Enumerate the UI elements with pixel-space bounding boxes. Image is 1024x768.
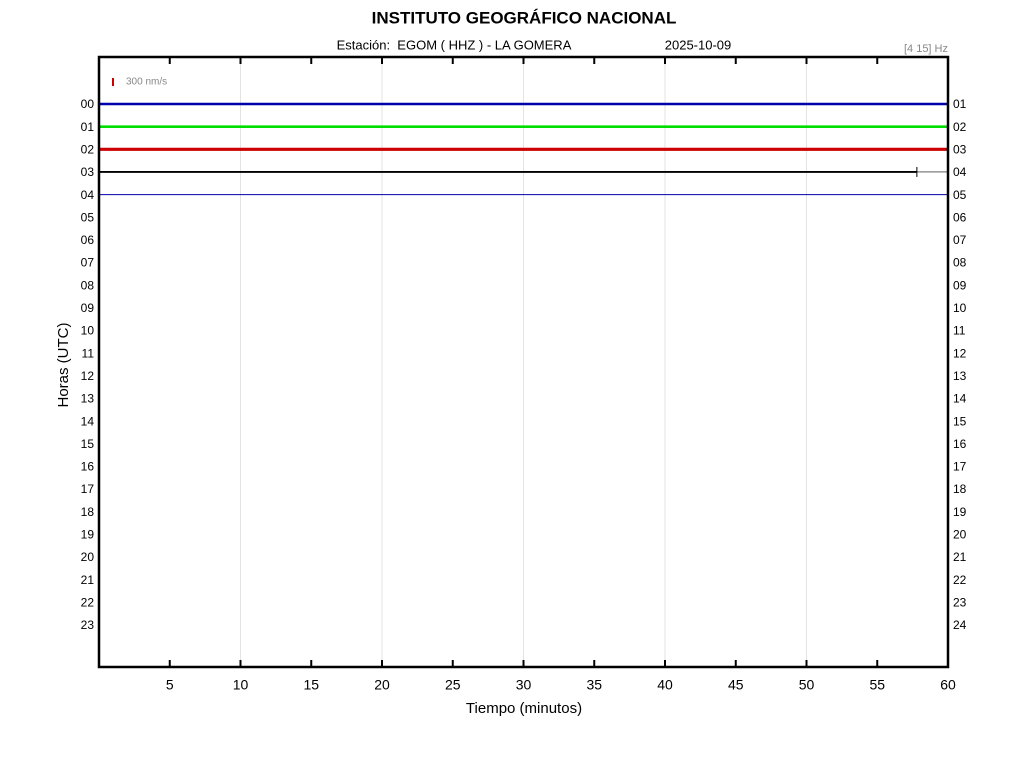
x-tick-label: 25 — [445, 677, 461, 693]
hour-label: 02 — [81, 142, 95, 156]
hour-label-right: 19 — [953, 505, 967, 519]
hour-label: 19 — [81, 528, 95, 542]
scale-label: 300 nm/s — [126, 77, 167, 88]
hour-label-right: 14 — [953, 392, 967, 406]
hour-label-right: 04 — [953, 165, 967, 179]
hour-label: 07 — [81, 256, 95, 270]
hour-label-right: 01 — [953, 97, 967, 111]
hour-label-right: 17 — [953, 460, 967, 474]
date: 2025-10-09 — [665, 37, 732, 52]
hour-label-right: 23 — [953, 595, 967, 609]
x-tick-label: 60 — [940, 677, 956, 693]
hour-label-right: 05 — [953, 188, 967, 202]
hour-label: 10 — [81, 324, 95, 338]
x-tick-label: 40 — [657, 677, 673, 693]
hour-label-right: 15 — [953, 414, 967, 428]
hour-label-right: 06 — [953, 210, 967, 224]
hour-label-right: 07 — [953, 233, 967, 247]
x-tick-label: 30 — [516, 677, 532, 693]
x-tick-label: 50 — [799, 677, 815, 693]
hour-label: 00 — [81, 97, 95, 111]
hour-label: 08 — [81, 278, 95, 292]
hour-label-right: 24 — [953, 618, 967, 632]
hour-label: 18 — [81, 505, 95, 519]
chart-title: INSTITUTO GEOGRÁFICO NACIONAL — [372, 8, 677, 27]
hour-label-right: 03 — [953, 142, 967, 156]
x-axis-label: Tiempo (minutos) — [466, 700, 582, 717]
hour-label: 01 — [81, 120, 95, 134]
hour-label: 20 — [81, 550, 95, 564]
hour-label: 12 — [81, 369, 95, 383]
hour-label-right: 13 — [953, 369, 967, 383]
hour-label-right: 16 — [953, 437, 967, 451]
hour-label: 04 — [81, 188, 95, 202]
hour-label: 03 — [81, 165, 95, 179]
x-tick-label: 35 — [586, 677, 602, 693]
hour-label: 15 — [81, 437, 95, 451]
x-tick-label: 55 — [869, 677, 885, 693]
hour-label: 09 — [81, 301, 95, 315]
y-axis-label: Horas (UTC) — [55, 322, 72, 407]
hour-label-right: 20 — [953, 528, 967, 542]
hour-label: 21 — [81, 573, 95, 587]
hour-label: 13 — [81, 392, 95, 406]
x-tick-label: 10 — [233, 677, 249, 693]
hour-label: 23 — [81, 618, 95, 632]
plot-frame — [97, 55, 950, 669]
hour-label-right: 11 — [953, 324, 966, 338]
hour-label-right: 18 — [953, 482, 967, 496]
hour-label: 17 — [81, 482, 95, 496]
hour-label-right: 02 — [953, 120, 967, 134]
x-tick-label: 15 — [303, 677, 319, 693]
hour-label: 06 — [81, 233, 95, 247]
hour-label-right: 09 — [953, 278, 967, 292]
hour-label: 22 — [81, 595, 95, 609]
hour-label: 14 — [81, 414, 95, 428]
hour-label-right: 22 — [953, 573, 967, 587]
hour-label-right: 12 — [953, 346, 967, 360]
x-tick-label: 5 — [166, 677, 174, 693]
filter: [4 15] Hz — [904, 43, 948, 55]
hour-label-right: 21 — [953, 550, 967, 564]
hour-label: 11 — [82, 346, 95, 360]
hour-label: 16 — [81, 460, 95, 474]
hour-label-right: 10 — [953, 301, 967, 315]
hour-label-right: 08 — [953, 256, 967, 270]
x-tick-label: 20 — [374, 677, 390, 693]
hour-label: 05 — [81, 210, 95, 224]
x-tick-label: 45 — [728, 677, 744, 693]
station: Estación: EGOM ( HHZ ) - LA GOMERA — [337, 37, 572, 52]
